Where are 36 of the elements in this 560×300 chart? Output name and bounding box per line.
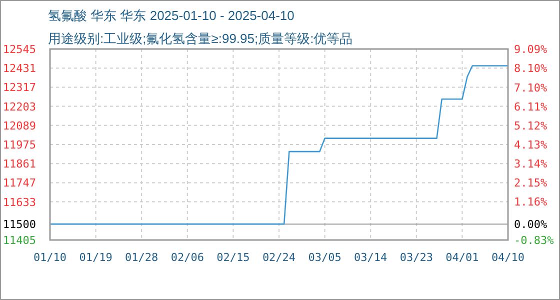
y2-tick-label: 3.14% [514,158,548,171]
x-tick-label: 01/28 [125,251,158,264]
y2-tick-label: 9.09% [514,43,548,56]
y-tick-label: 11500 [2,218,36,232]
x-tick-label: 02/24 [262,251,296,264]
y-tick-label: 12431 [2,62,36,76]
y-tick-label: 11633 [2,196,36,209]
y2-tick-label: 8.10% [514,62,548,76]
y-tick-label: 11747 [2,176,36,190]
x-tick-label: 02/06 [170,251,204,264]
x-tick-label: 02/15 [216,251,250,264]
y2-tick-label: -0.83% [514,234,554,247]
y2-tick-label: 7.10% [514,81,548,94]
y2-tick-label: 4.13% [514,138,548,152]
x-tick-label: 03/23 [400,251,433,264]
y-tick-label: 11861 [2,158,36,171]
y2-tick-label: 6.11% [514,100,548,114]
x-tick-label: 01/10 [33,251,67,264]
y-tick-label: 12089 [2,119,36,132]
y2-tick-label: 1.16% [514,196,548,209]
y2-tick-label: 0.00% [514,218,548,232]
y2-tick-label: 2.15% [514,176,548,190]
y-tick-label: 11405 [2,234,36,247]
line-series [49,65,509,225]
x-tick-label: 03/14 [354,251,388,264]
x-tick-label: 03/05 [308,251,342,264]
x-tick-label: 01/19 [79,251,112,264]
y2-tick-label: 5.12% [514,119,548,132]
y-tick-label: 12203 [2,100,36,114]
chart-subtitle: 用途级别:工业级;氟化氢含量≥:99.95;质量等级:优等品 [48,31,353,46]
y-tick-label: 12545 [2,43,36,56]
chart-title: 氢氟酸 华东 华东 2025-01-10 - 2025-04-10 [48,8,294,23]
y-tick-label: 11975 [2,138,36,152]
x-tick-label: 04/10 [491,251,525,264]
x-tick-label: 04/01 [446,251,479,264]
y-tick-label: 12317 [2,81,36,94]
